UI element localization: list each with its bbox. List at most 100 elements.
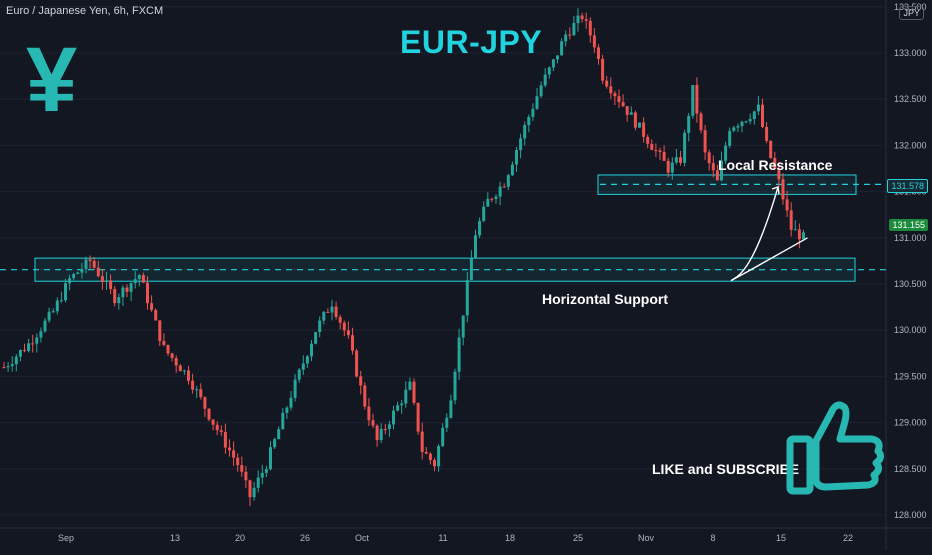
y-tick-label: 131.000 bbox=[894, 233, 927, 243]
candle-body bbox=[174, 358, 178, 366]
candle-body bbox=[301, 363, 305, 370]
candle-body bbox=[674, 157, 678, 163]
candle-body bbox=[584, 19, 588, 21]
candle-body bbox=[182, 370, 186, 372]
candle-body bbox=[351, 335, 354, 351]
candle-body bbox=[572, 23, 576, 36]
candle-body bbox=[433, 459, 436, 467]
candle-body bbox=[207, 408, 211, 420]
candle-body bbox=[568, 34, 572, 36]
candle-body bbox=[580, 15, 584, 20]
cta-text: LIKE and SUBSCRIBE bbox=[652, 461, 800, 477]
candle-body bbox=[785, 199, 789, 211]
candle-body bbox=[416, 402, 420, 432]
candle-body bbox=[646, 136, 650, 144]
candle-body bbox=[342, 322, 346, 331]
candle-body bbox=[326, 311, 330, 313]
candle-body bbox=[158, 320, 162, 341]
candle-body bbox=[703, 130, 707, 153]
candle-body bbox=[428, 453, 432, 460]
candle-body bbox=[39, 331, 43, 338]
candle-body bbox=[281, 412, 285, 430]
candle-body bbox=[240, 465, 244, 472]
candle-body bbox=[330, 306, 334, 313]
x-tick-label: Sep bbox=[58, 533, 74, 543]
candle-body bbox=[457, 337, 461, 372]
candle-body bbox=[588, 20, 592, 36]
candle-body bbox=[191, 380, 195, 390]
candle-body bbox=[346, 330, 350, 336]
candle-body bbox=[662, 151, 666, 161]
candle-body bbox=[264, 469, 268, 473]
candle-body bbox=[761, 104, 764, 127]
candle-body bbox=[527, 116, 531, 126]
candle-body bbox=[740, 121, 744, 126]
candle-body bbox=[523, 125, 527, 139]
candle-body bbox=[609, 86, 613, 94]
candle-body bbox=[76, 272, 80, 274]
y-tick-label: 132.000 bbox=[894, 140, 927, 150]
x-tick-label: Nov bbox=[638, 533, 655, 543]
resistance-price-tag: 131.578 bbox=[887, 179, 928, 193]
candle-body bbox=[72, 273, 76, 279]
candle-body bbox=[724, 145, 728, 161]
candle-body bbox=[744, 121, 748, 123]
x-tick-label: 26 bbox=[300, 533, 310, 543]
candle-body bbox=[748, 119, 752, 122]
x-tick-label: 8 bbox=[710, 533, 715, 543]
candle-body bbox=[64, 283, 67, 301]
candle-body bbox=[27, 343, 31, 351]
candle-body bbox=[305, 356, 309, 364]
candle-body bbox=[617, 96, 621, 103]
candle-body bbox=[96, 267, 100, 277]
candle-body bbox=[379, 429, 383, 441]
candle-body bbox=[109, 280, 113, 289]
candle-body bbox=[510, 164, 514, 176]
candle-body bbox=[211, 419, 215, 425]
candle-body bbox=[14, 356, 18, 365]
x-tick-label: 25 bbox=[573, 533, 583, 543]
candle-body bbox=[412, 381, 416, 403]
candle-body bbox=[367, 406, 371, 421]
candle-body bbox=[334, 306, 338, 317]
symbol-description: Euro / Japanese Yen, 6h, FXCM bbox=[6, 5, 164, 17]
candle-body bbox=[80, 269, 84, 273]
candle-body bbox=[777, 168, 781, 180]
candle-body bbox=[404, 389, 408, 404]
candle-body bbox=[215, 424, 219, 431]
candle-body bbox=[670, 162, 674, 173]
x-tick-label: 20 bbox=[235, 533, 245, 543]
candle-body bbox=[683, 132, 687, 163]
candle-body bbox=[797, 229, 801, 240]
projection-arrowhead bbox=[771, 186, 780, 195]
candle-body bbox=[802, 232, 805, 240]
currency-badge[interactable]: JPY bbox=[899, 6, 924, 20]
candle-body bbox=[720, 160, 723, 181]
candle-body bbox=[728, 130, 732, 146]
candle-body bbox=[773, 157, 777, 169]
candle-body bbox=[43, 320, 47, 332]
candle-body bbox=[629, 112, 633, 115]
candle-body bbox=[519, 138, 523, 151]
candle-body bbox=[166, 345, 170, 354]
candle-body bbox=[31, 343, 35, 345]
candle-body bbox=[699, 113, 703, 131]
candle-body bbox=[707, 152, 711, 164]
candle-body bbox=[6, 366, 10, 368]
resistance-label: Local Resistance bbox=[718, 157, 833, 173]
candle-body bbox=[322, 311, 326, 321]
candle-body bbox=[539, 85, 543, 97]
candle-body bbox=[461, 315, 465, 338]
candle-body bbox=[621, 102, 625, 107]
candle-body bbox=[506, 175, 510, 187]
candle-body bbox=[256, 477, 260, 488]
candle-body bbox=[789, 210, 793, 230]
candle-body bbox=[55, 300, 59, 312]
candle-body bbox=[146, 282, 149, 304]
candle-body bbox=[601, 58, 605, 81]
candle-body bbox=[732, 127, 736, 131]
support-label: Horizontal Support bbox=[542, 291, 668, 307]
candle-body bbox=[478, 220, 482, 236]
